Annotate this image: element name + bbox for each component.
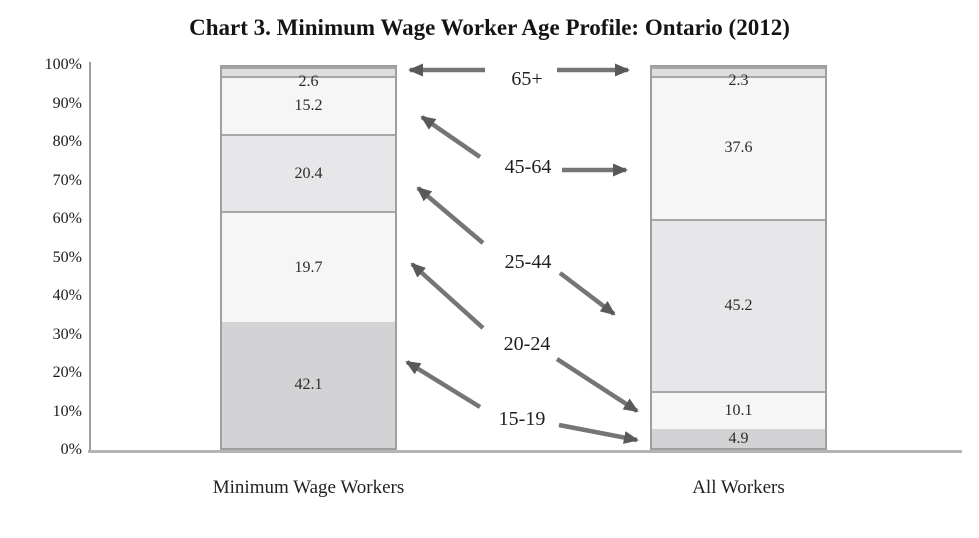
segment-value-label: 37.6 [724, 139, 753, 157]
y-axis-tick-label: 50% [52, 248, 82, 266]
callout-arrow [416, 186, 485, 245]
y-axis-tick-label: 40% [52, 287, 82, 304]
bar-segment-age-65+: 2.3 [652, 67, 825, 89]
bar-segment-age-20-24: 19.7 [222, 211, 395, 323]
y-axis-tick-label: 80% [52, 133, 82, 150]
callout-arrow [405, 360, 482, 409]
y-axis-tick-label: 10% [52, 402, 82, 420]
bar-segment-age-25-44: 45.2 [652, 218, 825, 391]
segment-value-label: 19.7 [294, 258, 323, 276]
segment-value-label: 45.2 [724, 296, 753, 314]
bar-segment-age-15-19: 42.1 [222, 322, 395, 448]
y-axis-tick-label: 100% [44, 56, 82, 73]
age-group-callout-label: 20-24 [503, 333, 551, 355]
segment-value-label: 2.6 [298, 72, 319, 90]
bar-segment-age-15-19: 4.9 [652, 429, 825, 448]
stacked-bar-all-workers: 4.9 10.1 45.2 37.6 2.3 [650, 65, 827, 450]
segment-value-label: 2.3 [728, 72, 749, 90]
callout-arrow [558, 271, 616, 316]
y-axis-tick-label: 90% [52, 94, 82, 112]
bar-segment-age-20-24: 10.1 [652, 390, 825, 430]
category-label: Minimum Wage Workers [212, 477, 405, 498]
y-axis-tick-label: 30% [52, 325, 82, 343]
segment-value-label: 10.1 [724, 402, 753, 420]
y-axis-line [89, 62, 91, 452]
callout-arrow [410, 262, 485, 330]
stacked-bar-minimum-wage-workers: 42.1 19.7 20.4 15.2 2.6 [220, 65, 397, 450]
segment-value-label: 20.4 [294, 164, 323, 182]
y-axis-tick-label: 60% [52, 210, 82, 227]
callout-arrow [558, 422, 639, 444]
age-group-callout-label: 45-64 [504, 156, 552, 178]
category-label: All Workers [692, 477, 785, 498]
bar-segment-age-45-64: 37.6 [652, 75, 825, 219]
age-group-callout-label: 65+ [511, 68, 543, 90]
bar-segment-age-25-44: 20.4 [222, 134, 395, 212]
callout-arrow [555, 357, 639, 413]
y-axis-tick-label: 0% [60, 441, 82, 458]
chart-title: Chart 3. Minimum Wage Worker Age Profile… [189, 15, 790, 40]
callout-arrow [420, 115, 482, 159]
bar-segment-age-45-64: 15.2 [222, 76, 395, 135]
segment-value-label: 4.9 [728, 429, 749, 447]
y-axis-tick-label: 70% [52, 171, 82, 189]
segment-value-label: 15.2 [294, 97, 323, 115]
y-axis-tick-label: 20% [52, 364, 82, 381]
bar-segment-age-65+: 2.6 [222, 67, 395, 89]
age-group-callout-label: 25-44 [504, 251, 552, 273]
age-group-callout-label: 15-19 [498, 408, 546, 430]
x-axis-line [88, 450, 962, 453]
segment-value-label: 42.1 [294, 376, 323, 394]
